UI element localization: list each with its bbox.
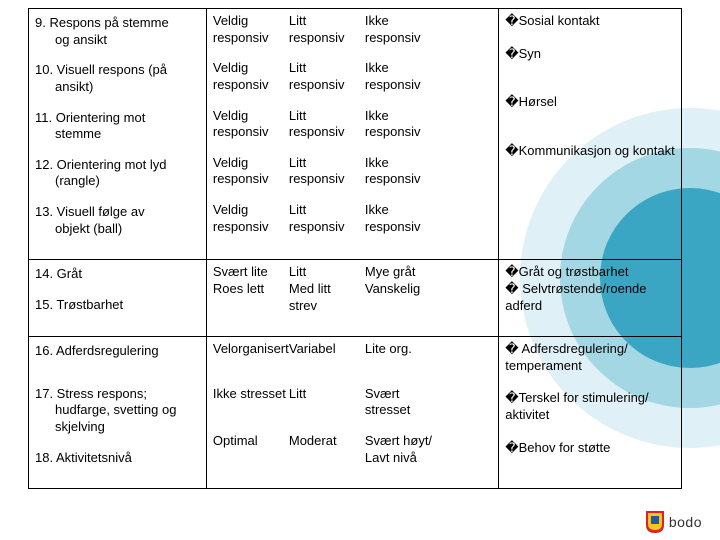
scale-option: Litt <box>289 155 365 172</box>
scale-option: Svært høyt/ <box>365 433 441 450</box>
scale-group: VeldigLittIkkeresponsivresponsivresponsi… <box>213 108 492 141</box>
scale-option: Veldig <box>213 155 289 172</box>
scale-option: responsiv <box>213 219 289 236</box>
summary-checkbox[interactable]: � Selvtrøstende/roende adferd <box>505 281 675 314</box>
scale-option: Veldig <box>213 202 289 219</box>
scale-option: Roes lett <box>213 281 289 298</box>
scale-option: responsiv <box>213 30 289 47</box>
bodo-logo: bodo <box>645 510 702 534</box>
scale-option: responsiv <box>213 124 289 141</box>
scale-option: Ikke <box>365 13 441 30</box>
summary-cell: �Gråt og trøstbarhet� Selvtrøstende/roen… <box>499 260 682 337</box>
scale-option: Svært lite <box>213 264 289 281</box>
scale-option: Lite org. <box>365 341 441 358</box>
scale-option: responsiv <box>213 77 289 94</box>
summary-checkbox[interactable]: �Gråt og trøstbarhet <box>505 264 675 281</box>
scale-option: Lavt nivå <box>365 450 441 467</box>
scale-option: Ikke <box>365 108 441 125</box>
scale-option: Velorganisert <box>213 341 289 358</box>
scale-option: Moderat <box>289 433 365 450</box>
scale-group: Ikke stressetLittSvært stresset <box>213 386 492 419</box>
scale-cell: Svært liteLittMye gråt Roes lettMed littV… <box>206 260 498 337</box>
scale-cell: VelorganisertVariabelLite org. Ikke stres… <box>206 337 498 489</box>
scale-option: Litt <box>289 202 365 219</box>
assessment-item: 9. Respons på stemmeog ansikt <box>35 15 200 48</box>
summary-cell: � Adfersdregulering/ temperament �Terskel… <box>499 337 682 489</box>
assessment-item: 13. Visuell følge avobjekt (ball) <box>35 204 200 237</box>
summary-cell: �Sosial kontakt �Syn �Hørsel �Kommunikasjon… <box>499 9 682 260</box>
summary-checkbox[interactable]: �Hørsel <box>505 94 675 111</box>
assessment-item: 16. Adferdsregulering <box>35 343 200 360</box>
scale-option: strev <box>289 298 365 315</box>
scale-group: OptimalModeratSvært høyt/Lavt nivå <box>213 433 492 466</box>
scale-option: responsiv <box>289 124 365 141</box>
scale-option: Ikke <box>365 155 441 172</box>
scale-group: VeldigLittIkkeresponsivresponsivresponsi… <box>213 155 492 188</box>
scale-option: Ikke <box>365 60 441 77</box>
summary-checkbox[interactable]: �Terskel for stimulering/ aktivitet <box>505 390 675 423</box>
assessment-item: 17. Stress respons;hudfarge, svetting og… <box>35 386 200 436</box>
scale-group: VeldigLittIkkeresponsivresponsivresponsi… <box>213 202 492 235</box>
scale-option: responsiv <box>289 77 365 94</box>
scale-option: responsiv <box>289 219 365 236</box>
scale-option: responsiv <box>365 219 441 236</box>
items-cell: 14. Gråt 15. Trøstbarhet <box>29 260 207 337</box>
scale-group: Svært liteLittMye gråt Roes lettMed littV… <box>213 264 492 314</box>
scale-option: Veldig <box>213 108 289 125</box>
scale-option: Ikke <box>365 202 441 219</box>
scale-option: Med litt <box>289 281 365 298</box>
scale-option <box>213 298 289 315</box>
logo-text: bodo <box>669 514 702 530</box>
scale-option: Veldig <box>213 60 289 77</box>
scale-group: VeldigLittIkkeresponsivresponsivresponsi… <box>213 13 492 46</box>
scale-option: Variabel <box>289 341 365 358</box>
summary-checkbox[interactable]: �Kommunikasjon og kontakt <box>505 143 675 160</box>
scale-option: Mye gråt <box>365 264 441 281</box>
scale-option: Ikke stresset <box>213 386 289 419</box>
scale-cell: VeldigLittIkkeresponsivresponsivresponsi… <box>206 9 498 260</box>
assessment-table: 9. Respons på stemmeog ansikt 10. Visuell… <box>28 8 682 489</box>
items-cell: 16. Adferdsregulering 17. Stress respons;… <box>29 337 207 489</box>
scale-option: Vanskelig <box>365 281 441 298</box>
scale-option: Litt <box>289 13 365 30</box>
summary-checkbox[interactable]: �Behov for støtte <box>505 440 675 457</box>
summary-checkbox[interactable]: � Adfersdregulering/ temperament <box>505 341 675 374</box>
scale-option <box>365 298 441 315</box>
scale-option: responsiv <box>213 171 289 188</box>
scale-option: Svært stresset <box>365 386 441 419</box>
summary-checkbox[interactable]: �Sosial kontakt <box>505 13 675 30</box>
scale-option <box>213 450 289 467</box>
scale-option: Optimal <box>213 433 289 450</box>
scale-option: Litt <box>289 108 365 125</box>
scale-option: Veldig <box>213 13 289 30</box>
scale-option: responsiv <box>365 30 441 47</box>
scale-option: Litt <box>289 264 365 281</box>
shield-icon <box>645 510 665 534</box>
scale-option: responsiv <box>365 171 441 188</box>
scale-option: responsiv <box>289 171 365 188</box>
scale-option: Litt <box>289 386 365 419</box>
scale-option: Litt <box>289 60 365 77</box>
assessment-item: 10. Visuell respons (på ansikt) <box>35 62 200 95</box>
items-cell: 9. Respons på stemmeog ansikt 10. Visuell… <box>29 9 207 260</box>
summary-checkbox[interactable]: �Syn <box>505 46 675 63</box>
scale-option: responsiv <box>365 77 441 94</box>
scale-option: responsiv <box>365 124 441 141</box>
scale-option <box>289 450 365 467</box>
scale-group: VeldigLittIkkeresponsivresponsivresponsi… <box>213 60 492 93</box>
scale-option: responsiv <box>289 30 365 47</box>
assessment-item: 11. Orientering motstemme <box>35 110 200 143</box>
assessment-item: 18. Aktivitetsnivå <box>35 450 200 467</box>
scale-group: VelorganisertVariabelLite org. <box>213 341 492 358</box>
assessment-item: 14. Gråt <box>35 266 200 283</box>
assessment-item: 12. Orientering mot lyd(rangle) <box>35 157 200 190</box>
assessment-item: 15. Trøstbarhet <box>35 297 200 314</box>
